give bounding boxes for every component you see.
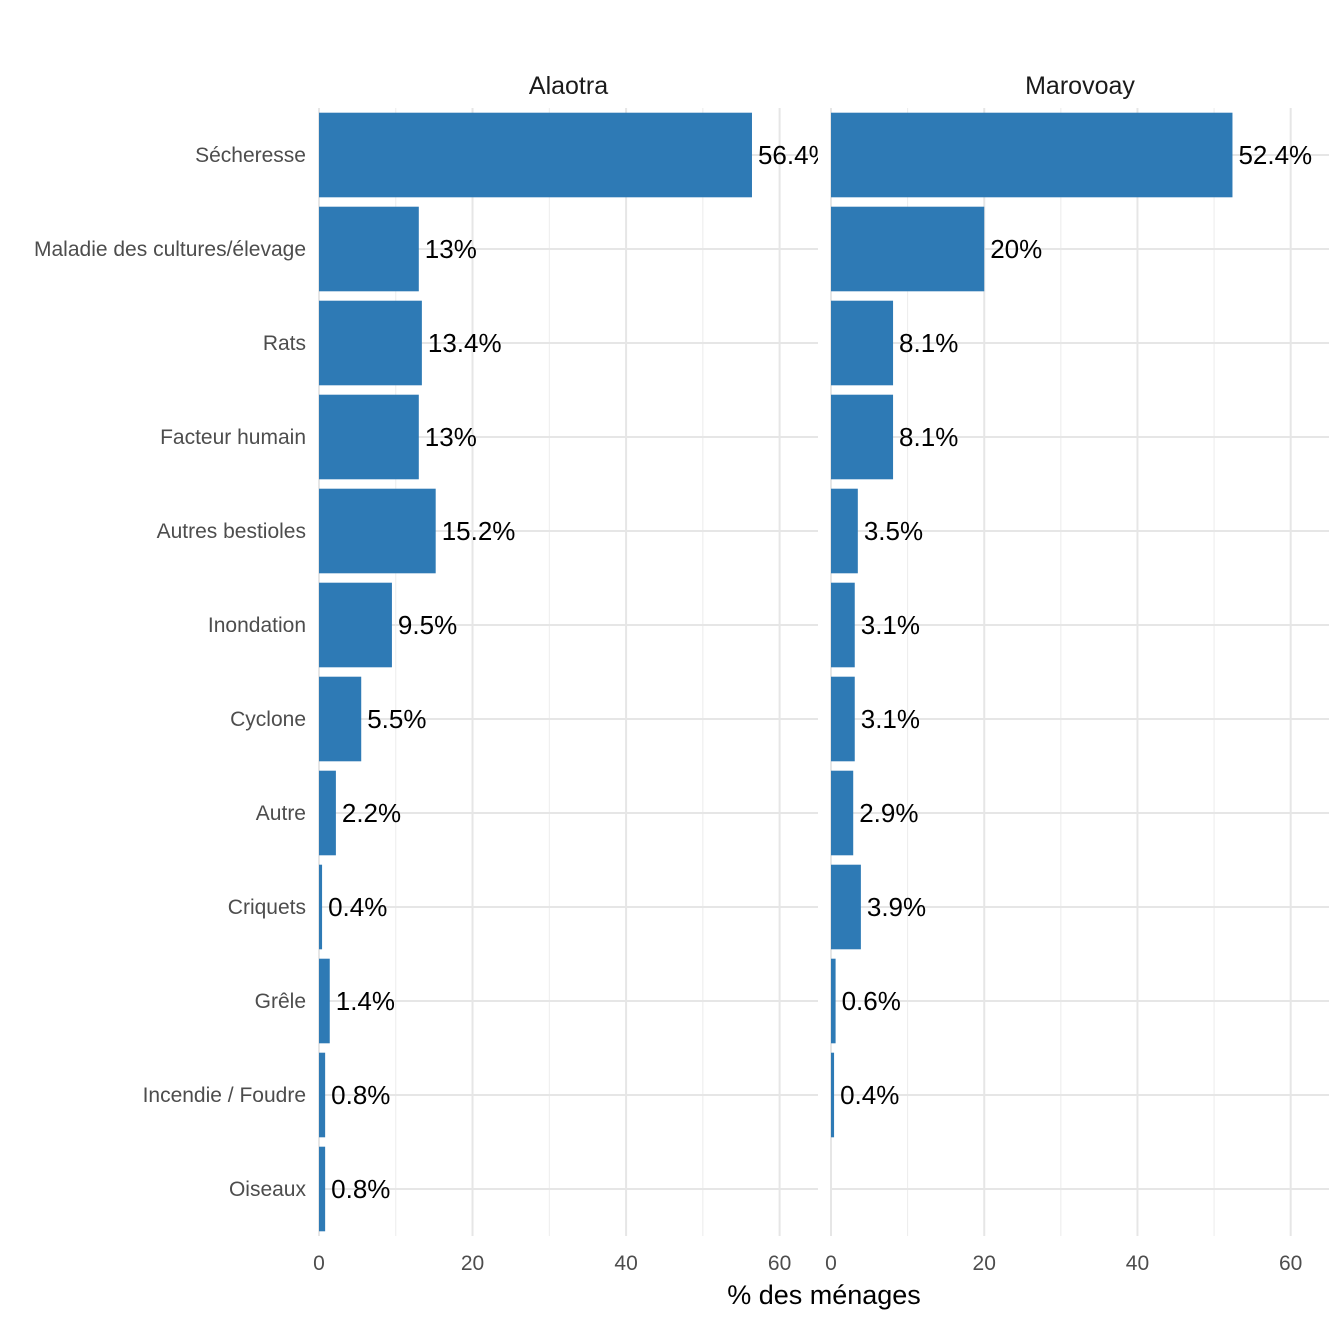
bar <box>319 770 336 856</box>
bar <box>319 676 362 762</box>
bar <box>831 206 985 292</box>
bar <box>831 112 1233 198</box>
category-label: Inondation <box>208 614 306 637</box>
x-tick-label: 60 <box>1279 1252 1302 1275</box>
category-label: Rats <box>263 332 306 355</box>
category-label: Grêle <box>255 990 306 1013</box>
bar <box>319 864 323 950</box>
value-label: 8.1% <box>899 328 958 358</box>
bar <box>319 958 330 1044</box>
bar <box>831 864 861 950</box>
value-label: 13% <box>425 422 477 452</box>
y-axis-labels: Sécheresse Maladie des cultures/élevage Ra… <box>34 144 306 1201</box>
category-label: Cyclone <box>230 708 306 731</box>
panel-title: Alaotra <box>529 72 608 100</box>
x-axis-title: % des ménages <box>727 1280 921 1310</box>
x-tick-label: 40 <box>1126 1252 1149 1275</box>
bar <box>831 582 855 668</box>
bar <box>831 958 836 1044</box>
value-label: 56.4% <box>758 140 832 170</box>
value-label: 9.5% <box>398 610 457 640</box>
value-label: 3.5% <box>864 516 923 546</box>
panel-alaotra: Alaotra 56.4% 13% 13.4% 13% 15.2% 9.5% 5.5% 2.2%… <box>313 72 832 1275</box>
value-label: 2.2% <box>342 798 401 828</box>
value-label: 52.4% <box>1238 140 1312 170</box>
value-label: 3.9% <box>867 892 926 922</box>
bar <box>319 206 419 292</box>
x-tick-label: 0 <box>825 1252 837 1275</box>
bar <box>319 394 419 480</box>
x-tick-label: 20 <box>973 1252 996 1275</box>
bar <box>831 394 894 480</box>
category-label: Autre <box>256 802 306 825</box>
bar <box>831 488 858 574</box>
bar <box>319 1052 326 1138</box>
x-tick-label: 0 <box>313 1252 325 1275</box>
panel-title: Marovoay <box>1025 72 1135 100</box>
category-label: Autres bestioles <box>157 520 306 543</box>
bar <box>319 112 752 198</box>
value-label: 13.4% <box>428 328 502 358</box>
category-label: Incendie / Foudre <box>143 1084 306 1107</box>
bar <box>319 300 422 386</box>
x-tick-label: 60 <box>768 1252 791 1275</box>
value-label: 2.9% <box>859 798 918 828</box>
bar <box>319 1146 326 1232</box>
bar <box>831 770 854 856</box>
category-label: Sécheresse <box>195 144 306 167</box>
x-tick-label: 20 <box>461 1252 484 1275</box>
value-label: 5.5% <box>367 704 426 734</box>
x-tick-label: 40 <box>614 1252 637 1275</box>
value-label: 0.6% <box>842 986 901 1016</box>
bar <box>831 676 855 762</box>
value-label: 0.4% <box>840 1080 899 1110</box>
value-label: 15.2% <box>442 516 516 546</box>
value-label: 3.1% <box>861 610 920 640</box>
bar <box>319 488 436 574</box>
value-label: 3.1% <box>861 704 920 734</box>
value-label: 8.1% <box>899 422 958 452</box>
value-label: 0.4% <box>328 892 387 922</box>
value-label: 1.4% <box>336 986 395 1016</box>
value-label: 0.8% <box>331 1174 390 1204</box>
value-label: 13% <box>425 234 477 264</box>
category-label: Maladie des cultures/élevage <box>34 238 306 261</box>
panel-marovoay: Marovoay 52.4% 20% 8.1% 8.1% 3.5% 3.1% 3.1% 2.9%… <box>825 72 1329 1275</box>
category-label: Criquets <box>228 896 306 919</box>
value-label: 0.8% <box>331 1080 390 1110</box>
category-label: Facteur humain <box>160 426 306 449</box>
value-label: 20% <box>990 234 1042 264</box>
bar <box>831 1052 835 1138</box>
bar <box>831 300 894 386</box>
category-label: Oiseaux <box>229 1178 307 1201</box>
bar <box>319 582 392 668</box>
